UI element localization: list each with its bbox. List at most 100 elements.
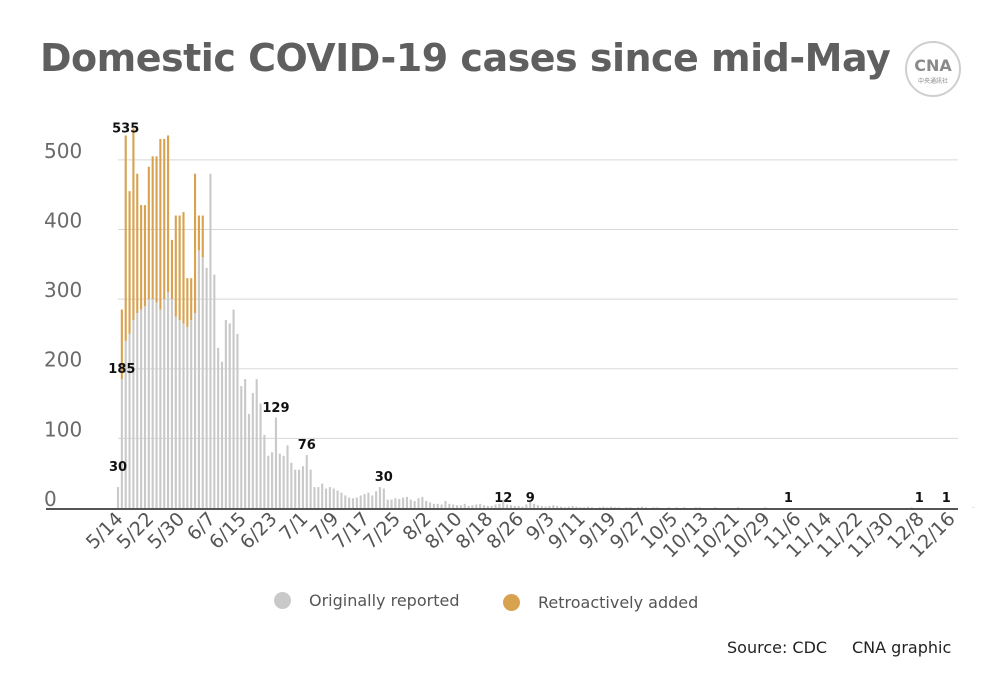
bar-original	[367, 492, 370, 508]
y-tick-label-200: 200	[44, 348, 82, 372]
bar-original	[336, 490, 339, 508]
bar-original	[548, 505, 551, 508]
bar-original	[193, 313, 197, 508]
data-label: 30	[375, 470, 393, 485]
bar-original	[602, 506, 605, 508]
bar-original	[521, 506, 524, 508]
bar-original	[613, 507, 617, 508]
bar-retroactive	[136, 173, 139, 314]
bar-retroactive	[178, 215, 181, 320]
bar-original	[444, 501, 447, 508]
bar-retroactive	[174, 215, 177, 317]
bar-original	[205, 267, 208, 508]
bar-original	[586, 506, 590, 508]
bar-original	[274, 417, 278, 508]
bar-original	[610, 506, 613, 508]
y-tick-label-400: 400	[44, 208, 82, 232]
bar-retroactive	[140, 205, 143, 310]
bar-original	[363, 494, 366, 508]
bar-retroactive	[120, 309, 123, 380]
bar-original	[536, 505, 539, 508]
bar-original	[463, 503, 466, 508]
data-label: 185	[108, 362, 135, 377]
bar-original	[217, 347, 220, 508]
cna-logo: CNA 中央通訊社	[905, 41, 961, 97]
bar-original	[224, 319, 227, 508]
data-label: 76	[298, 438, 316, 453]
bar-original	[448, 503, 451, 508]
bar-retroactive	[170, 239, 173, 300]
x-tick-label: 6/23	[236, 508, 282, 554]
data-label: 9	[526, 491, 535, 506]
logo-subtext: 中央通訊社	[918, 77, 948, 85]
bar-original	[382, 488, 385, 508]
bar-retroactive	[159, 138, 162, 310]
bar-original	[652, 507, 655, 508]
y-tick-label-300: 300	[44, 278, 82, 302]
bar-original	[190, 319, 193, 508]
y-tick-label-0: 0	[44, 487, 57, 511]
bar-original	[247, 413, 251, 508]
bar-original	[509, 505, 513, 508]
bar-original	[136, 313, 139, 508]
bar-original	[116, 487, 120, 508]
bar-original	[428, 502, 432, 508]
bar-original	[432, 503, 435, 508]
bar-original	[409, 499, 412, 508]
y-tick-label-100: 100	[44, 417, 82, 441]
x-tick-label: 8/26	[482, 508, 528, 554]
bar-retroactive	[132, 128, 135, 320]
bar-original	[140, 309, 143, 508]
data-label: 1	[942, 491, 951, 506]
bar-retroactive	[143, 205, 147, 307]
bar-retroactive	[155, 156, 158, 303]
bar-original	[698, 507, 701, 508]
bar-original	[556, 505, 559, 508]
bar-retroactive	[190, 278, 193, 320]
bar-original	[305, 455, 308, 508]
bar-original	[328, 487, 331, 508]
bar-original	[540, 505, 543, 508]
data-label: 129	[262, 401, 289, 416]
bar-original	[344, 495, 347, 508]
bar-original	[486, 505, 489, 508]
data-label: 1	[784, 491, 793, 506]
credit-note: CNA graphic	[852, 638, 952, 657]
data-label: 535	[112, 121, 139, 136]
legend-label-retro: Retroactively added	[538, 593, 699, 612]
bar-original	[490, 505, 493, 508]
bar-original	[972, 507, 975, 508]
bar-original	[629, 507, 632, 508]
bar-original	[440, 504, 443, 508]
bar-original	[417, 498, 420, 508]
bar-original	[236, 333, 239, 508]
bar-original	[606, 507, 609, 508]
bar-original	[452, 504, 455, 508]
bar-retroactive	[147, 166, 150, 300]
legend-swatch-retro	[503, 594, 520, 611]
bar-original	[359, 495, 362, 508]
bar-original	[282, 455, 285, 508]
bar-original	[737, 507, 740, 508]
bar-retroactive	[182, 212, 185, 324]
bar-original	[213, 274, 216, 508]
x-axis-ticks: 5/145/225/306/76/156/237/17/97/177/258/2…	[82, 508, 960, 562]
bar-original	[178, 319, 181, 508]
bar-original	[517, 505, 520, 508]
bar-retroactive	[163, 138, 166, 300]
bar-original	[170, 299, 173, 508]
bar-original	[124, 340, 127, 508]
bar-original	[398, 498, 401, 508]
bar-original	[459, 505, 462, 508]
x-tick-label: 5/30	[143, 508, 189, 554]
bar-original	[402, 497, 405, 508]
bar-original	[571, 505, 574, 508]
bar-original	[667, 507, 670, 508]
bar-original	[498, 503, 501, 508]
bar-original	[563, 507, 566, 508]
bar-original	[683, 507, 686, 508]
bar-original	[714, 507, 717, 508]
bar-original	[340, 492, 343, 508]
bar-original	[694, 507, 697, 508]
